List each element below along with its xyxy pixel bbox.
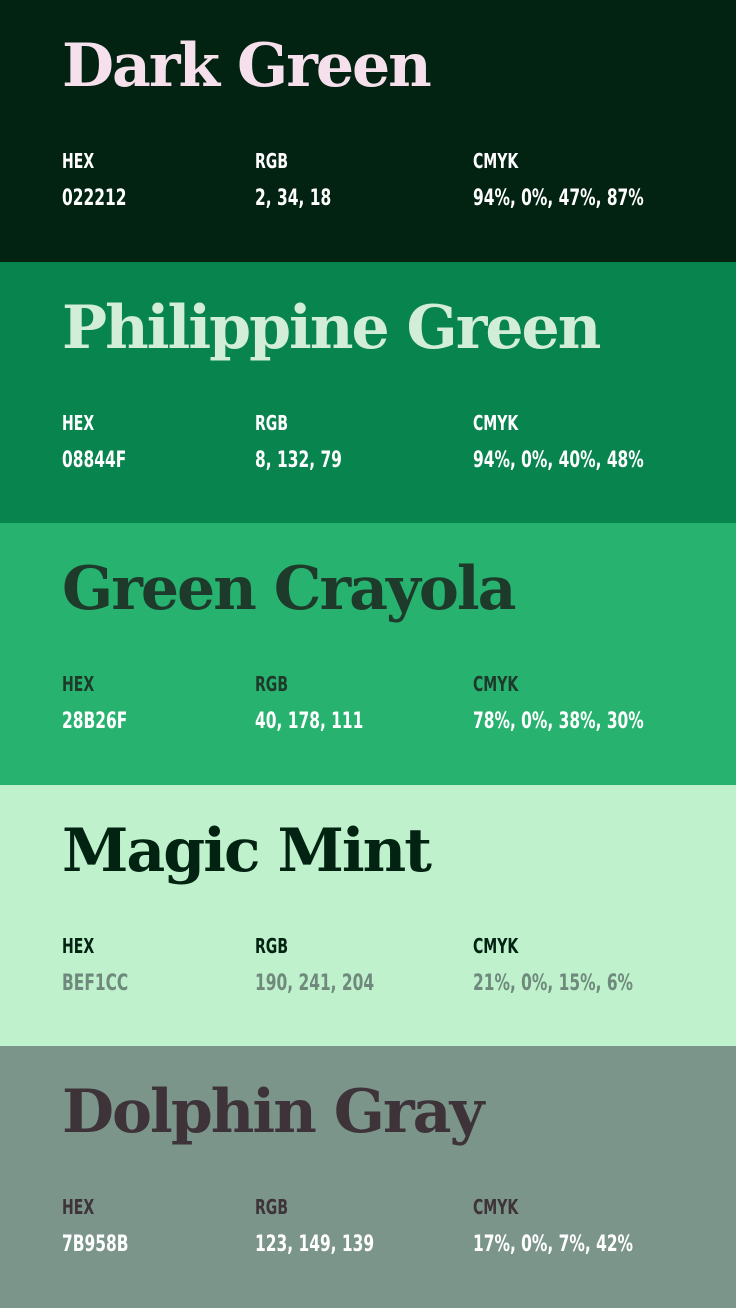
- cmyk-label: CMYK: [473, 149, 519, 173]
- swatch-dark-green: Dark Green HEX 022212 RGB 2, 34, 18 CMYK…: [0, 0, 736, 262]
- cmyk-spec: CMYK 94%, 0%, 47%, 87%: [473, 148, 692, 213]
- hex-spec: HEX BEF1CC: [62, 933, 147, 998]
- swatch-name: Philippine Green: [62, 292, 601, 363]
- cmyk-label: CMYK: [473, 933, 519, 958]
- hex-value: 7B958B: [62, 1232, 129, 1258]
- swatch-name: Magic Mint: [62, 815, 432, 886]
- rgb-spec: RGB 123, 149, 139: [255, 1194, 408, 1259]
- cmyk-value: 21%, 0%, 15%, 6%: [473, 970, 634, 996]
- cmyk-value: 94%, 0%, 47%, 87%: [473, 186, 644, 211]
- rgb-label: RGB: [255, 1195, 289, 1220]
- swatch-green-crayola: Green Crayola HEX 28B26F RGB 40, 178, 11…: [0, 523, 736, 785]
- cmyk-spec: CMYK 21%, 0%, 15%, 6%: [473, 933, 678, 998]
- hex-label: HEX: [62, 933, 95, 958]
- cmyk-spec: CMYK 17%, 0%, 7%, 42%: [473, 1194, 678, 1259]
- hex-label: HEX: [62, 410, 95, 435]
- hex-spec: HEX 7B958B: [62, 1194, 147, 1259]
- rgb-value: 40, 178, 111: [255, 709, 364, 735]
- cmyk-label: CMYK: [473, 410, 519, 435]
- cmyk-spec: CMYK 78%, 0%, 38%, 30%: [473, 671, 692, 736]
- hex-value: 022212: [62, 186, 127, 211]
- rgb-label: RGB: [255, 933, 289, 958]
- cmyk-value: 78%, 0%, 38%, 30%: [473, 709, 644, 735]
- swatch-name: Green Crayola: [62, 554, 517, 625]
- swatch-name: Dark Green: [62, 31, 432, 101]
- swatch-philippine-green: Philippine Green HEX 08844F RGB 8, 132, …: [0, 261, 736, 524]
- hex-value: BEF1CC: [62, 970, 129, 996]
- rgb-spec: RGB 190, 241, 204: [255, 933, 408, 998]
- hex-label: HEX: [62, 1195, 95, 1220]
- rgb-label: RGB: [255, 672, 289, 697]
- cmyk-label: CMYK: [473, 672, 519, 697]
- hex-value: 08844F: [62, 447, 127, 473]
- rgb-spec: RGB 2, 34, 18: [255, 148, 353, 213]
- rgb-spec: RGB 8, 132, 79: [255, 410, 366, 475]
- swatch-magic-mint: Magic Mint HEX BEF1CC RGB 190, 241, 204 …: [0, 784, 736, 1047]
- cmyk-spec: CMYK 94%, 0%, 40%, 48%: [473, 410, 692, 475]
- rgb-value: 8, 132, 79: [255, 447, 342, 473]
- hex-spec: HEX 28B26F: [62, 671, 146, 736]
- hex-label: HEX: [62, 149, 95, 173]
- rgb-value: 123, 149, 139: [255, 1232, 375, 1258]
- cmyk-value: 94%, 0%, 40%, 48%: [473, 447, 644, 473]
- hex-value: 28B26F: [62, 709, 128, 735]
- hex-spec: HEX 08844F: [62, 410, 144, 475]
- rgb-value: 190, 241, 204: [255, 970, 375, 996]
- cmyk-label: CMYK: [473, 1195, 519, 1220]
- cmyk-value: 17%, 0%, 7%, 42%: [473, 1232, 634, 1258]
- rgb-value: 2, 34, 18: [255, 186, 332, 211]
- rgb-label: RGB: [255, 410, 289, 435]
- swatch-dolphin-gray: Dolphin Gray HEX 7B958B RGB 123, 149, 13…: [0, 1046, 736, 1308]
- hex-label: HEX: [62, 672, 95, 697]
- rgb-spec: RGB 40, 178, 111: [255, 671, 394, 736]
- swatch-name: Dolphin Gray: [62, 1077, 484, 1148]
- hex-spec: HEX 022212: [62, 148, 145, 213]
- rgb-label: RGB: [255, 149, 289, 173]
